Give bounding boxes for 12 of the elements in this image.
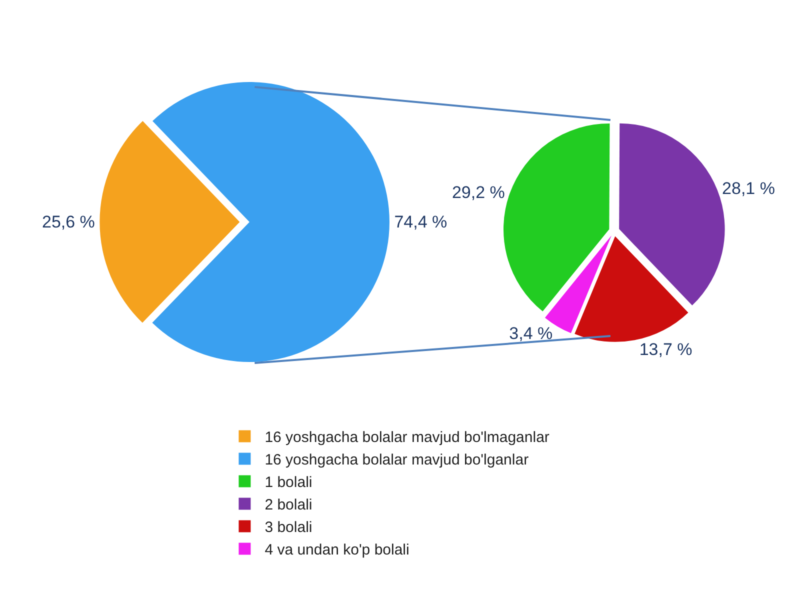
- legend-label: 2 bolali: [264, 496, 312, 514]
- data-label: 29,2 %: [452, 183, 505, 202]
- data-label: 3,4 %: [509, 324, 553, 343]
- legend-label: 4 va undan ko'p bolali: [264, 542, 410, 559]
- data-label: 28,1 %: [722, 179, 775, 198]
- data-label: 25,6 %: [42, 212, 95, 232]
- legend-label: 16 yoshgacha bolalar mavjud bo'lganlar: [264, 452, 529, 469]
- data-label: 74,4 %: [394, 212, 448, 232]
- legend-label: 16 yoshgacha bolalar mavjud bo'lmaganlar: [264, 429, 550, 446]
- legend-label: 3 bolali: [264, 519, 312, 536]
- data-label: 13,7 %: [639, 340, 692, 359]
- legend-label: 1 bolali: [264, 474, 312, 492]
